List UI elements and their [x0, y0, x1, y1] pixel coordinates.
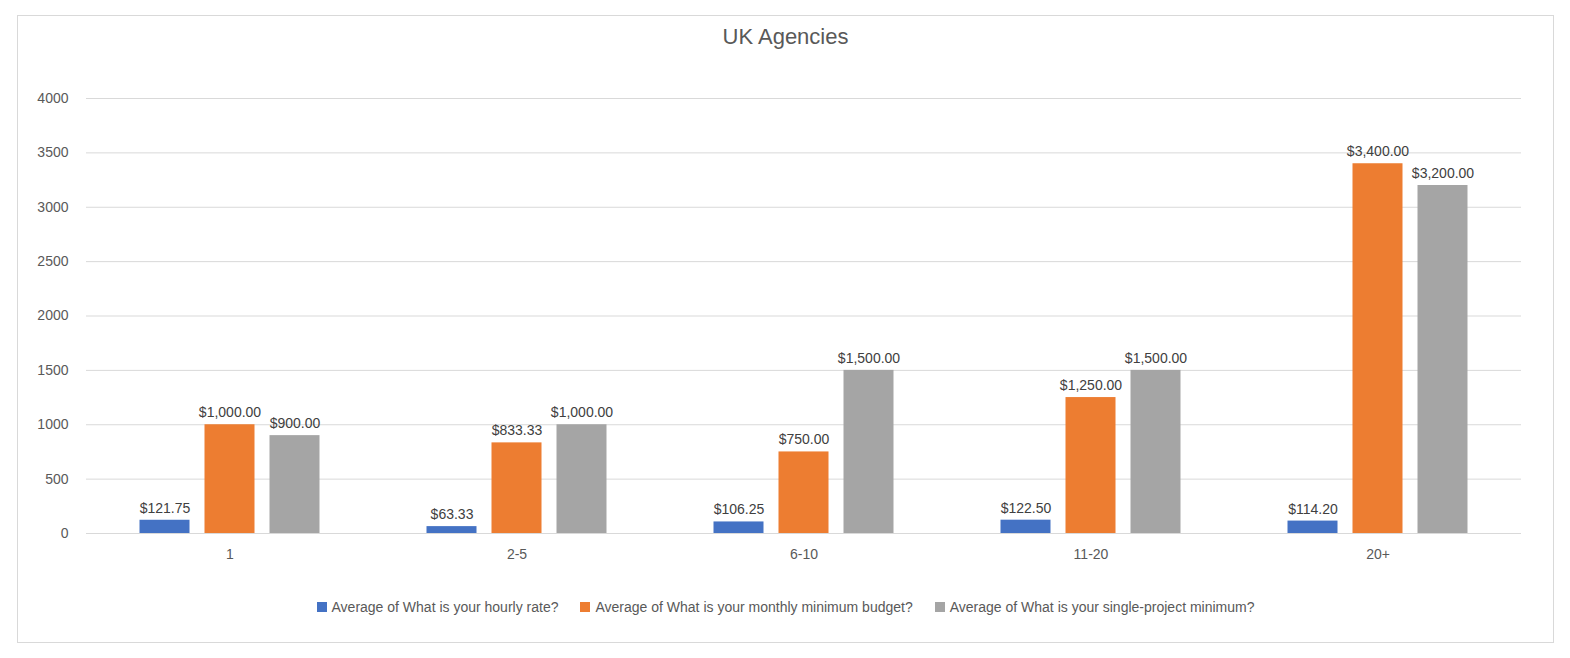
svg-text:$1,500.00: $1,500.00 — [1125, 350, 1187, 366]
svg-text:6-10: 6-10 — [790, 546, 818, 562]
svg-text:2500: 2500 — [37, 253, 68, 269]
svg-text:2000: 2000 — [37, 307, 68, 323]
svg-text:$1,000.00: $1,000.00 — [551, 404, 613, 420]
svg-text:$900.00: $900.00 — [270, 415, 321, 431]
svg-text:500: 500 — [45, 471, 69, 487]
svg-text:$833.33: $833.33 — [492, 422, 543, 438]
svg-text:$114.20: $114.20 — [1288, 501, 1338, 517]
svg-text:2-5: 2-5 — [507, 546, 527, 562]
html-text:UK Agencies: UK Agencies — [722, 24, 849, 49]
svg-text:$1,000.00: $1,000.00 — [199, 404, 261, 420]
html-text:Average of What is your single: Average of What is your single-project m… — [949, 599, 1255, 615]
svg-text:20+: 20+ — [1366, 546, 1390, 562]
svg-text:$1,250.00: $1,250.00 — [1060, 377, 1122, 393]
svg-text:3000: 3000 — [37, 199, 68, 215]
svg-text:1: 1 — [226, 546, 234, 562]
svg-text:$121.75: $121.75 — [140, 500, 191, 516]
svg-text:$122.50: $122.50 — [1001, 500, 1052, 516]
svg-text:3500: 3500 — [37, 144, 68, 160]
svg-text:$3,400.00: $3,400.00 — [1347, 143, 1409, 159]
svg-text:4000: 4000 — [37, 90, 68, 106]
svg-text:$3,200.00: $3,200.00 — [1412, 165, 1474, 181]
html-text:Average of What is your hourly: Average of What is your hourly rate? — [331, 599, 559, 615]
svg-text:0: 0 — [61, 525, 69, 541]
svg-text:1000: 1000 — [37, 416, 68, 432]
svg-text:$106.25: $106.25 — [714, 501, 765, 517]
svg-text:$63.33: $63.33 — [431, 506, 474, 522]
svg-text:1500: 1500 — [37, 362, 68, 378]
svg-text:11-20: 11-20 — [1074, 546, 1109, 562]
html-text:Average of What is your monthl: Average of What is your monthly minimum … — [595, 599, 913, 615]
svg-text:$750.00: $750.00 — [779, 431, 830, 447]
svg-text:$1,500.00: $1,500.00 — [838, 350, 900, 366]
